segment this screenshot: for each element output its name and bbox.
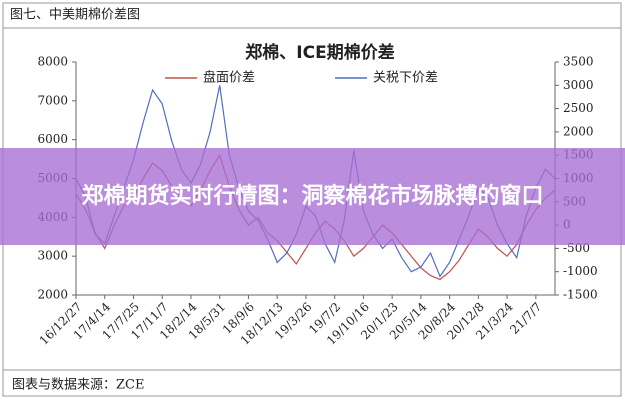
legend-label: 关税下价差 [373,71,438,86]
y-tick-label: 2000 [37,288,68,302]
y2-tick-label: 2500 [563,101,594,115]
y2-tick-label: -1000 [563,264,598,278]
banner-text: 郑棉期货实时行情图：洞察棉花市场脉搏的窗口 [81,183,544,209]
x-tick-label: 16/12/27 [37,300,85,348]
y-tick-label: 8000 [37,55,68,69]
footer: 图表与数据来源：ZCE [12,378,144,393]
legend-label: 盘面价差 [203,70,255,86]
caption: 图七、中美期棉价差图 [10,8,140,23]
banner: 郑棉期货实时行情图：洞察棉花市场脉搏的窗口 [0,148,625,245]
chart-title: 郑棉、ICE期棉价差 [245,42,394,63]
y-tick-label: 3000 [37,249,68,263]
y2-tick-label: 3500 [563,55,594,69]
y2-tick-label: -1500 [563,288,598,302]
x-tick-label: 21/7/7 [507,300,544,337]
y-tick-label: 6000 [37,132,68,146]
y-tick-label: 7000 [37,93,68,107]
y2-tick-label: 3000 [563,78,594,92]
y2-tick-label: 2000 [563,124,594,138]
